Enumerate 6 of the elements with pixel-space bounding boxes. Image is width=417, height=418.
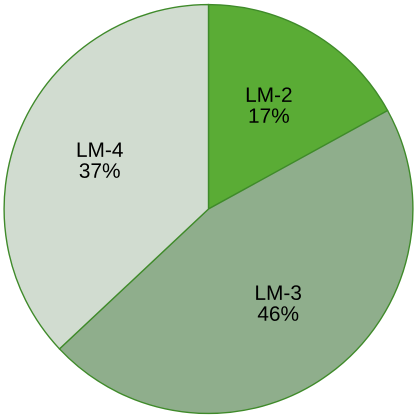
slice-label: LM-3 [256,285,302,300]
data-label: 46% [258,306,298,321]
slice-label: LM-2 [246,87,292,102]
slice-label: LM-4 [78,142,123,157]
data-label: 17% [250,108,289,123]
data-label: 37% [80,163,120,178]
